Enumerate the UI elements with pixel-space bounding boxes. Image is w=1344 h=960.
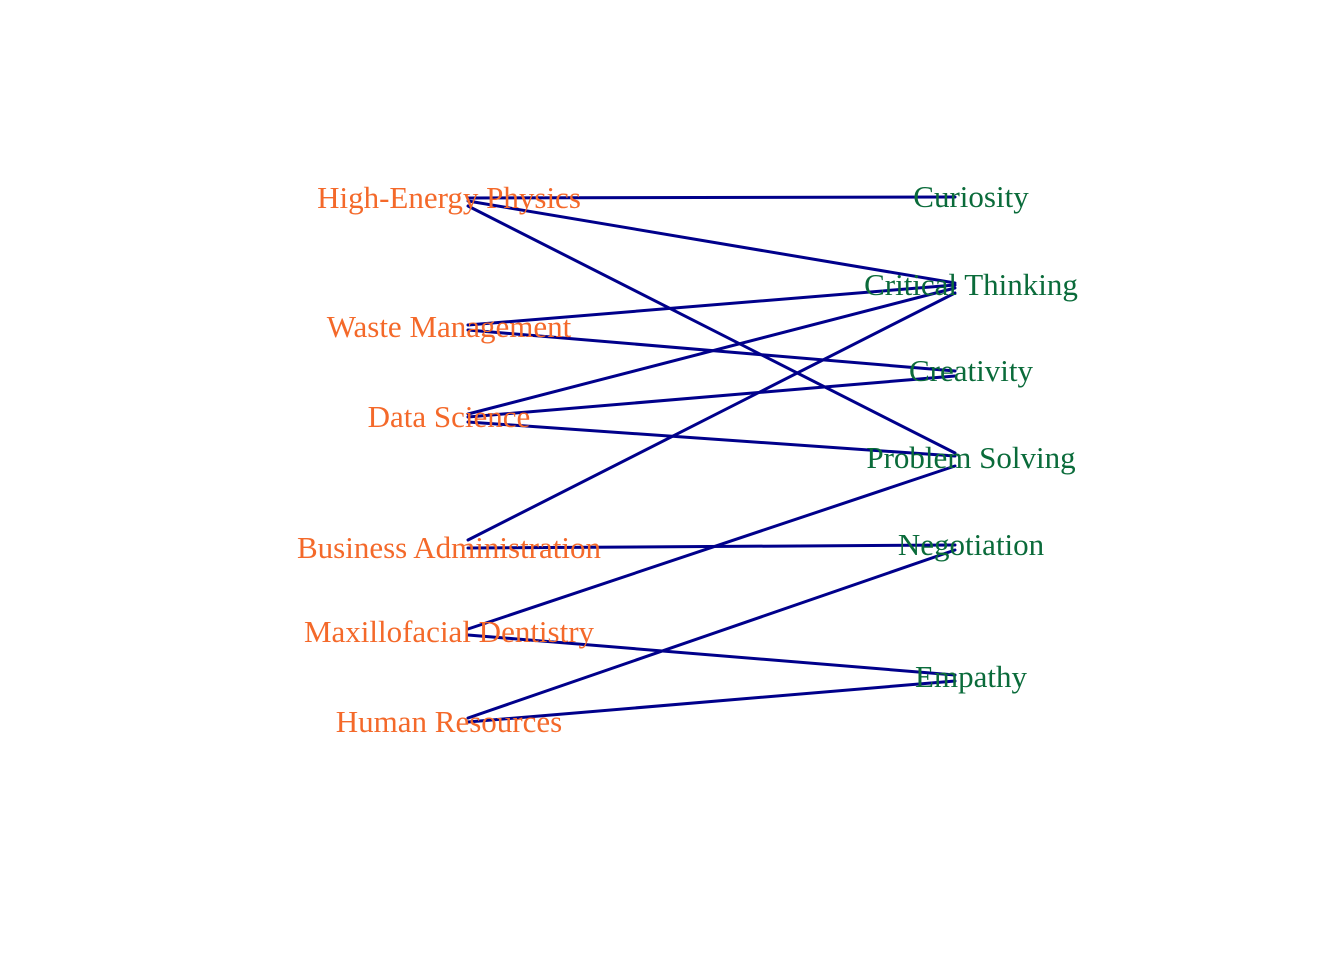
edges-layer [466,195,957,724]
left-node-human-resources: Human Resources [336,704,562,739]
left-node-waste-management: Waste Management [327,309,572,344]
edge-high-energy-physics-to-critical-thinking [466,199,957,285]
right-node-problem-solving: Problem Solving [866,440,1075,475]
edge-waste-management-to-critical-thinking [466,283,957,327]
edge-high-energy-physics-to-problem-solving [466,204,957,455]
edge-data-science-to-creativity [466,374,957,419]
right-node-curiosity: Curiosity [913,179,1029,214]
right-node-creativity: Creativity [909,353,1033,388]
edge-human-resources-to-empathy [466,679,957,724]
edge-data-science-to-problem-solving [466,420,957,458]
right-node-empathy: Empathy [915,659,1027,694]
edge-maxillofacial-dentistry-to-empathy [466,633,957,677]
right-node-critical-thinking: Critical Thinking [864,267,1078,302]
edge-maxillofacial-dentistry-to-problem-solving [466,464,957,631]
edge-data-science-to-critical-thinking [466,286,957,416]
left-node-data-science: Data Science [368,399,531,434]
left-node-high-energy-physics: High-Energy Physics [317,180,581,215]
left-node-business-administration: Business Administration [297,530,601,565]
labels-layer: High-Energy Physics Waste Management Data … [297,179,1078,739]
left-node-maxillofacial-dentistry: Maxillofacial Dentistry [304,614,595,649]
edge-human-resources-to-negotiation [466,548,957,720]
edge-high-energy-physics-to-curiosity [466,195,957,200]
edge-business-administration-to-critical-thinking [466,291,957,542]
right-node-negotiation: Negotiation [898,527,1045,562]
